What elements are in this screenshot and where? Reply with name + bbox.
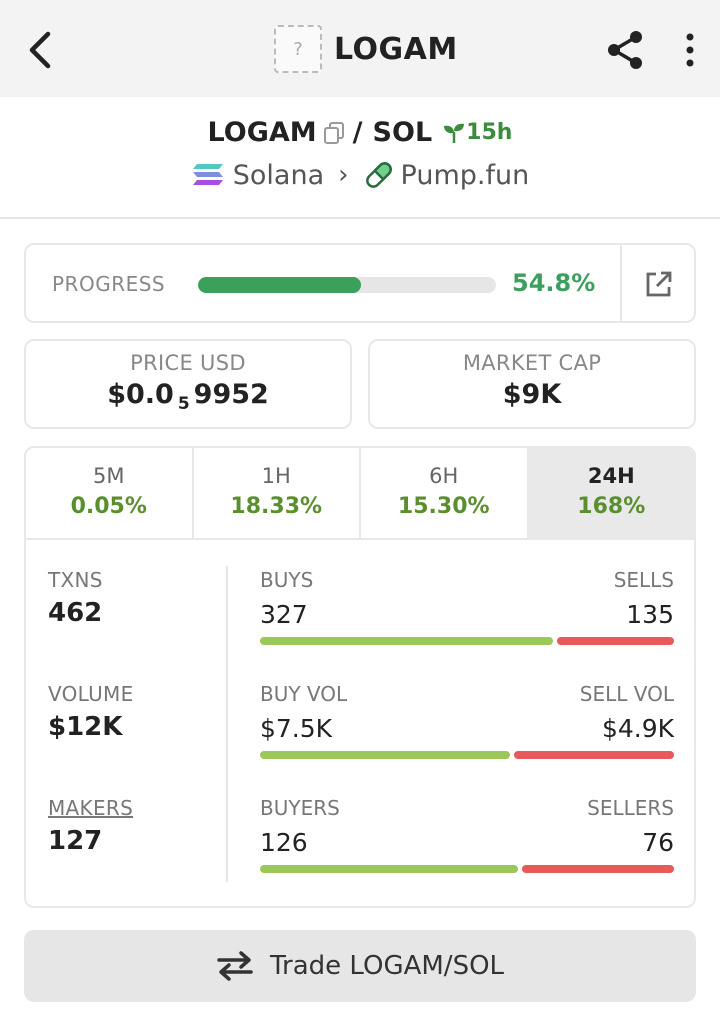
tab-5m[interactable]: 5M 0.05% [26,448,194,538]
trade-label: Trade LOGAM/SOL [269,951,505,981]
chevron-right-icon: › [338,160,349,190]
base-token: LOGAM [207,117,317,148]
external-link-icon[interactable] [644,269,674,299]
market-cap-card: MARKET CAP $9K [368,339,696,429]
tab-label: 6H [429,464,459,488]
tab-change: 168% [577,494,646,519]
timeframe-stats-card: 5M 0.05% 1H 18.33% 6H 15.30% 24H 168% TX… [24,446,696,908]
copy-icon[interactable] [323,121,345,145]
sells-bar [557,637,674,645]
volume-metric: VOLUME $12K [48,682,134,742]
buys-sells-split: BUYS SELLS 327 135 [260,568,674,645]
chain-dex-row: Solana › Pump.fun [0,159,720,191]
tab-label: 5M [93,464,125,488]
age-badge: 15h [442,120,512,145]
buyers-label: BUYERS [260,796,340,820]
price-zero-count: 5 [177,394,190,414]
placeholder-glyph: ? [293,38,303,60]
tab-label: 1H [261,464,291,488]
progress-bar-fill [198,277,362,293]
buys-label: BUYS [260,568,314,592]
tab-change: 18.33% [230,494,323,519]
progress-label: PROGRESS [52,272,166,296]
quote-token: SOL [372,117,433,148]
sells-value: 135 [626,600,674,629]
tab-1h[interactable]: 1H 18.33% [194,448,361,538]
price-value: $0.0 5 9952 [26,379,350,414]
pair-info: LOGAM / SOL 15h Solana › [0,97,720,219]
pair-name-row: LOGAM / SOL 15h [0,117,720,148]
more-vertical-icon[interactable] [680,32,700,68]
back-arrow-icon[interactable] [24,28,60,72]
age-value: 15h [466,120,513,145]
sellers-value: 76 [642,828,674,857]
buyers-sellers-bar [260,865,674,873]
buys-sells-bar [260,637,674,645]
market-cap-value: $9K [502,379,562,410]
price-label: PRICE USD [130,351,246,375]
txns-label: TXNS [48,568,103,592]
page-title: LOGAM [334,31,458,67]
volume-label: VOLUME [48,682,134,706]
market-cap-label: MARKET CAP [462,351,602,375]
sprout-icon [444,123,465,143]
txns-metric: TXNS 462 [48,568,103,628]
share-icon[interactable] [604,28,646,72]
progress-percent: 54.8% [512,269,596,297]
txns-value: 462 [48,598,103,628]
sell-vol-bar [514,751,674,759]
token-header: ? LOGAM [274,24,458,74]
buy-vol-value: $7.5K [260,714,333,743]
buy-vol-bar [260,751,511,759]
token-image-placeholder: ? [274,25,322,73]
buys-value: 327 [260,600,308,629]
progress-divider [620,245,622,321]
buyers-value: 126 [260,828,308,857]
volume-value: $12K [48,712,123,742]
timeframe-tabs: 5M 0.05% 1H 18.33% 6H 15.30% 24H 168% [26,448,694,540]
tab-6h[interactable]: 6H 15.30% [361,448,529,538]
makers-link[interactable]: MAKERS [48,796,134,820]
volume-split: BUY VOL SELL VOL $7.5K $4.9K [260,682,674,759]
solana-icon [192,164,223,185]
tab-24h[interactable]: 24H 168% [528,448,694,538]
buyers-bar [260,865,519,873]
makers-metric: MAKERS 127 [48,796,133,856]
price-card: PRICE USD $0.0 5 9952 [24,339,352,429]
volume-bar [260,751,674,759]
tab-label: 24H [587,464,635,488]
sells-label: SELLS [613,568,674,592]
swap-arrows-icon [217,951,253,981]
buyers-sellers-split: BUYERS SELLERS 126 76 [260,796,674,873]
tab-change: 15.30% [397,494,490,519]
dex-link[interactable]: Pump.fun [400,159,530,191]
pill-icon [365,162,392,188]
sell-vol-label: SELL VOL [579,682,674,706]
buys-bar [260,637,554,645]
makers-value: 127 [48,826,103,856]
chain-link[interactable]: Solana [232,159,325,191]
sell-vol-value: $4.9K [601,714,674,743]
pair-separator: / [352,117,363,148]
sellers-label: SELLERS [587,796,674,820]
metrics-divider [226,566,228,882]
top-bar: ? LOGAM [0,0,720,97]
buy-vol-label: BUY VOL [260,682,348,706]
progress-bar [198,277,496,293]
trade-button[interactable]: Trade LOGAM/SOL [24,930,696,1002]
sellers-bar [522,865,674,873]
tab-change: 0.05% [70,494,147,519]
progress-card: PROGRESS 54.8% [24,243,696,323]
price-digits: 9952 [193,379,269,410]
price-prefix: $0.0 [107,379,174,410]
